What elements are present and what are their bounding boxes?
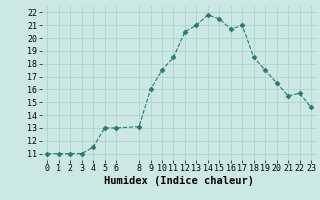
X-axis label: Humidex (Indice chaleur): Humidex (Indice chaleur) xyxy=(104,176,254,186)
